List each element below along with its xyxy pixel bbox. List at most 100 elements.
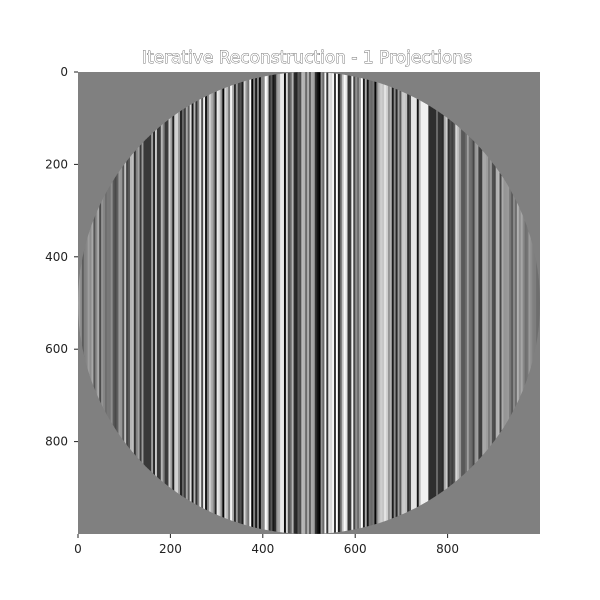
image-stripe: [522, 72, 526, 534]
image-stripe: [436, 72, 439, 534]
image-stripe: [414, 72, 418, 534]
image-stripe: [283, 72, 287, 534]
image-stripe: [216, 72, 220, 534]
image-stripe: [203, 72, 206, 534]
image-stripe: [222, 72, 225, 534]
image-stripe: [199, 72, 202, 534]
image-stripe: [205, 72, 208, 534]
image-stripe: [326, 72, 329, 534]
image-stripe: [357, 72, 360, 534]
image-stripe: [478, 72, 481, 534]
image-stripe: [89, 72, 93, 534]
image-stripe: [195, 72, 198, 534]
image-stripe: [287, 72, 291, 534]
image-stripe: [106, 72, 110, 534]
chart-title: Iterative Reconstruction - 1 Projections: [142, 48, 472, 68]
image-stripe: [391, 72, 395, 534]
image-stripe: [455, 72, 458, 534]
image-stripe: [170, 72, 173, 534]
image-stripe: [393, 72, 397, 534]
image-stripe: [156, 72, 160, 534]
image-stripe: [439, 72, 443, 534]
image-stripe: [318, 72, 322, 534]
image-stripe: [93, 72, 96, 534]
image-stripe: [87, 72, 91, 534]
image-stripe: [412, 72, 416, 534]
image-stripe: [108, 72, 112, 534]
image-stripe: [411, 72, 414, 534]
image-stripe: [129, 72, 133, 534]
image-stripe: [347, 72, 351, 534]
image-stripe: [183, 72, 187, 534]
image-stripe: [180, 72, 183, 534]
image-stripe: [322, 72, 325, 534]
image-stripe: [501, 72, 505, 534]
image-stripe: [534, 72, 537, 534]
image-stripe: [513, 72, 516, 534]
image-stripe: [476, 72, 479, 534]
image-stripe: [85, 72, 89, 534]
y-tick-label: 600: [45, 342, 68, 356]
image-stripe: [201, 72, 204, 534]
image-stripe: [282, 72, 285, 534]
image-stripe: [453, 72, 456, 534]
image-stripe: [530, 72, 533, 534]
image-stripe: [316, 72, 320, 534]
image-stripe: [245, 72, 248, 534]
image-stripe: [488, 72, 491, 534]
image-stripe: [497, 72, 501, 534]
image-stripe: [351, 72, 354, 534]
image-stripe: [470, 72, 474, 534]
image-stripe: [78, 72, 81, 534]
image-stripe: [424, 72, 428, 534]
image-stripe: [524, 72, 528, 534]
image-stripe: [241, 72, 245, 534]
image-stripe: [335, 72, 339, 534]
image-stripe: [491, 72, 495, 534]
image-stripe: [270, 72, 274, 534]
image-stripe: [420, 72, 424, 534]
image-stripe: [403, 72, 406, 534]
y-axis: 0 200 400 600 800: [45, 65, 78, 449]
y-tick-label: 200: [45, 157, 68, 171]
image-stripe: [147, 72, 150, 534]
image-stripe: [443, 72, 447, 534]
image-stripe: [137, 72, 141, 534]
image-stripe: [253, 72, 256, 534]
image-stripe: [268, 72, 272, 534]
image-stripe: [382, 72, 385, 534]
image-stripe: [278, 72, 281, 534]
image-stripe: [149, 72, 152, 534]
image-stripe: [312, 72, 316, 534]
image-stripe: [172, 72, 175, 534]
image-stripe: [135, 72, 139, 534]
x-tick-label: 600: [344, 542, 367, 556]
image-stripe: [176, 72, 179, 534]
image-stripe: [364, 72, 368, 534]
image-stripe: [285, 72, 289, 534]
image-stripe: [260, 72, 264, 534]
image-stripe: [418, 72, 422, 534]
image-stripe: [449, 72, 453, 534]
reconstruction-disc: [78, 72, 540, 534]
image-stripe: [218, 72, 222, 534]
image-stripe: [503, 72, 506, 534]
image-stripe: [360, 72, 364, 534]
image-stripe: [430, 72, 433, 534]
image-stripe: [168, 72, 171, 534]
image-stripe: [320, 72, 324, 534]
image-stripe: [210, 72, 214, 534]
image-stripe: [178, 72, 181, 534]
image-stripe: [99, 72, 102, 534]
image-stripe: [233, 72, 237, 534]
image-stripe: [230, 72, 233, 534]
image-stripe: [249, 72, 252, 534]
image-stripe: [353, 72, 356, 534]
image-stripe: [81, 72, 85, 534]
image-stripe: [426, 72, 429, 534]
image-stripe: [155, 72, 158, 534]
image-stripe: [122, 72, 125, 534]
image-stripe: [514, 72, 518, 534]
image-stripe: [349, 72, 352, 534]
image-stripe: [368, 72, 372, 534]
